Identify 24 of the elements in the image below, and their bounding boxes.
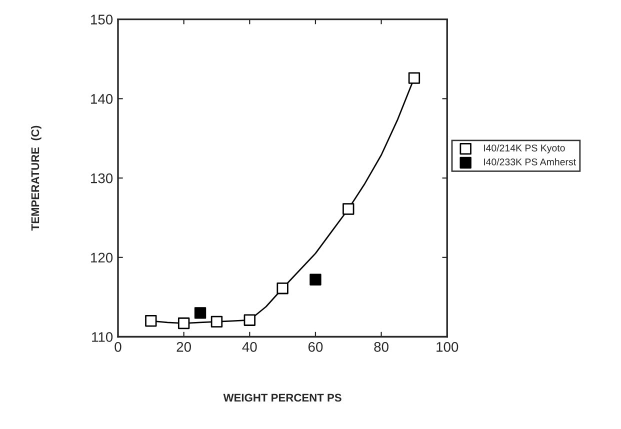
point [310, 274, 322, 286]
point [210, 316, 223, 328]
y-tick-label: 120 [91, 252, 113, 263]
point [276, 282, 288, 294]
y-tick-label: 140 [91, 94, 113, 104]
x-tick-label: 80 [374, 342, 388, 352]
y-tick-label: 110 [92, 332, 113, 342]
point [194, 307, 206, 319]
x-tick-label: 100 [436, 342, 458, 352]
point [342, 203, 354, 215]
point [178, 317, 190, 330]
x-tick-label: 40 [242, 342, 257, 352]
y-axis-title: TEMPERATURE (C) [30, 126, 42, 231]
x-tick-label: 20 [176, 342, 191, 352]
point [145, 315, 157, 327]
legend-label: I40/233K PS Amherst [484, 158, 576, 166]
legend-label: I40/214K PS Kyoto [484, 144, 565, 154]
x-axis-title: WEIGHT PERCENT PS [223, 394, 342, 402]
x-tick-label: 0 [114, 342, 122, 352]
x-tick-label: 60 [308, 342, 323, 352]
point [408, 72, 420, 84]
point [244, 314, 256, 326]
y-tick-label: 150 [91, 14, 113, 24]
y-tick-label: 130 [91, 173, 113, 184]
